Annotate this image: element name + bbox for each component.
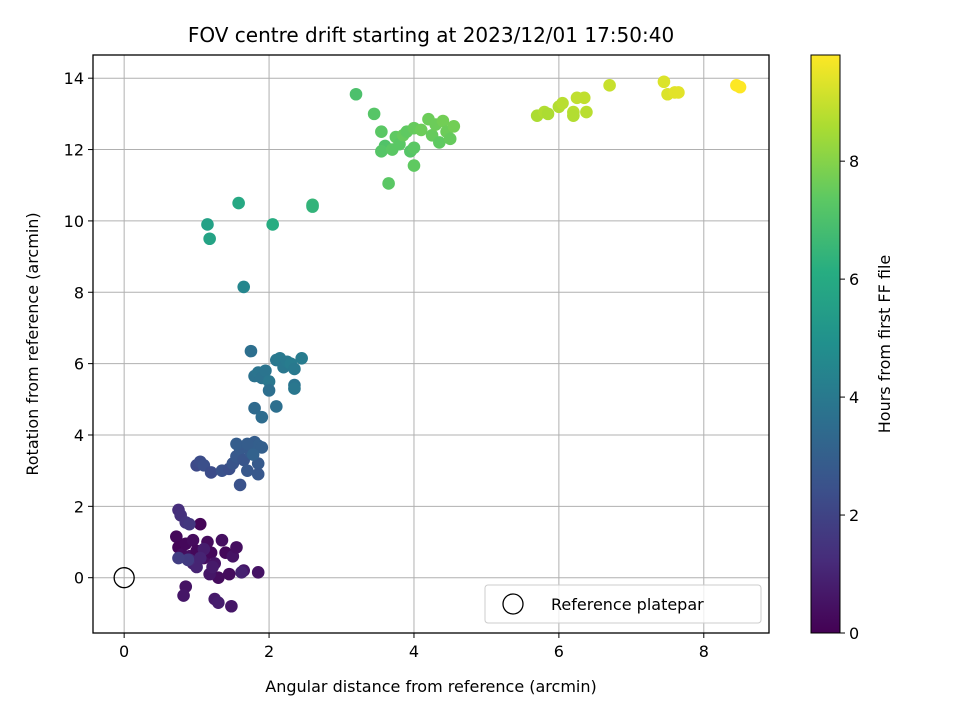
- data-point: [262, 384, 276, 397]
- x-tick-label: 4: [409, 642, 419, 661]
- data-point: [657, 75, 671, 89]
- data-point: [183, 517, 196, 531]
- data-point: [204, 466, 218, 479]
- x-tick-label: 8: [699, 642, 709, 661]
- y-tick-label: 12: [64, 141, 84, 160]
- data-point: [672, 86, 685, 99]
- data-point: [222, 567, 236, 581]
- data-point: [233, 478, 247, 492]
- data-point: [251, 467, 265, 481]
- data-point: [266, 218, 279, 231]
- legend: Reference platepar: [484, 584, 762, 624]
- data-point: [375, 145, 388, 158]
- data-point: [436, 114, 450, 128]
- data-point: [407, 159, 421, 172]
- data-point: [567, 109, 580, 122]
- data-point: [414, 123, 428, 137]
- reference-platepar-marker: [113, 567, 135, 589]
- data-point: [433, 136, 446, 149]
- data-point: [541, 107, 555, 121]
- colorbar: [810, 54, 841, 634]
- data-point: [251, 566, 265, 579]
- y-tick-label: 0: [74, 569, 84, 588]
- data-point: [382, 177, 395, 190]
- y-tick-label: 4: [74, 426, 84, 445]
- data-point: [248, 401, 261, 415]
- colorbar-tick-label: 6: [849, 270, 859, 289]
- colorbar-tick-label: 8: [849, 152, 859, 171]
- chart-title: FOV centre drift starting at 2023/12/01 …: [188, 23, 674, 47]
- colorbar-tick-label: 0: [849, 624, 859, 643]
- data-point: [375, 125, 388, 139]
- data-point: [212, 596, 225, 609]
- data-point: [206, 560, 219, 574]
- data-point: [170, 530, 183, 543]
- data-point: [241, 437, 254, 451]
- y-tick-label: 6: [74, 355, 84, 374]
- data-point: [215, 533, 229, 547]
- y-tick-label: 14: [64, 69, 84, 88]
- legend-marker-reference: [502, 593, 524, 615]
- data-point: [262, 375, 276, 388]
- data-point: [193, 517, 207, 531]
- y-tick-label: 8: [74, 283, 84, 302]
- data-point: [230, 541, 243, 554]
- data-point: [172, 551, 185, 565]
- legend-box: [484, 584, 762, 624]
- data-point: [241, 464, 254, 477]
- data-point: [443, 132, 457, 146]
- x-axis-label: Angular distance from reference (arcmin): [265, 677, 596, 696]
- y-axis-ticks: 0 2 4 6 8 10 12 14: [64, 69, 93, 588]
- data-point: [181, 553, 195, 567]
- data-point: [235, 566, 248, 579]
- data-point: [244, 344, 258, 358]
- data-point: [580, 105, 593, 119]
- x-tick-label: 2: [264, 642, 274, 661]
- y-tick-label: 2: [74, 497, 84, 516]
- data-point: [225, 599, 238, 613]
- data-point: [556, 96, 569, 110]
- data-point: [232, 196, 245, 210]
- data-point: [230, 437, 243, 451]
- legend-label-reference: Reference platepar: [551, 595, 704, 614]
- data-point: [203, 232, 216, 246]
- data-point: [603, 79, 616, 92]
- data-point: [295, 351, 308, 365]
- data-point: [349, 87, 363, 101]
- colorbar-label: Hours from first FF file: [875, 255, 894, 434]
- data-point: [288, 362, 301, 376]
- data-point: [270, 400, 283, 413]
- x-tick-label: 0: [119, 642, 129, 661]
- data-point: [259, 364, 272, 378]
- y-axis-label: Rotation from reference (arcmin): [23, 212, 42, 475]
- data-point: [255, 441, 269, 454]
- data-point: [407, 141, 421, 155]
- reference-marker-layer: [113, 567, 135, 589]
- x-tick-label: 6: [554, 642, 564, 661]
- colorbar-tick-label: 2: [849, 506, 859, 525]
- data-point: [201, 218, 214, 231]
- data-point: [246, 448, 260, 461]
- data-point: [447, 120, 461, 133]
- data-point: [367, 107, 381, 121]
- data-point: [255, 410, 269, 424]
- data-point: [177, 589, 190, 602]
- data-point: [237, 280, 251, 294]
- colorbar-tick-label: 4: [849, 388, 859, 407]
- data-point: [733, 80, 747, 94]
- data-point: [306, 200, 319, 213]
- plot-frame: [92, 54, 770, 634]
- colorbar-ticks: 0 2 4 6 8: [840, 152, 859, 643]
- data-point: [186, 533, 200, 547]
- y-tick-label: 10: [64, 212, 84, 231]
- data-point: [577, 91, 591, 105]
- data-point: [193, 551, 207, 565]
- x-axis-ticks: 0 2 4 6 8: [119, 633, 709, 661]
- data-point: [288, 382, 301, 395]
- data-points: [170, 75, 747, 613]
